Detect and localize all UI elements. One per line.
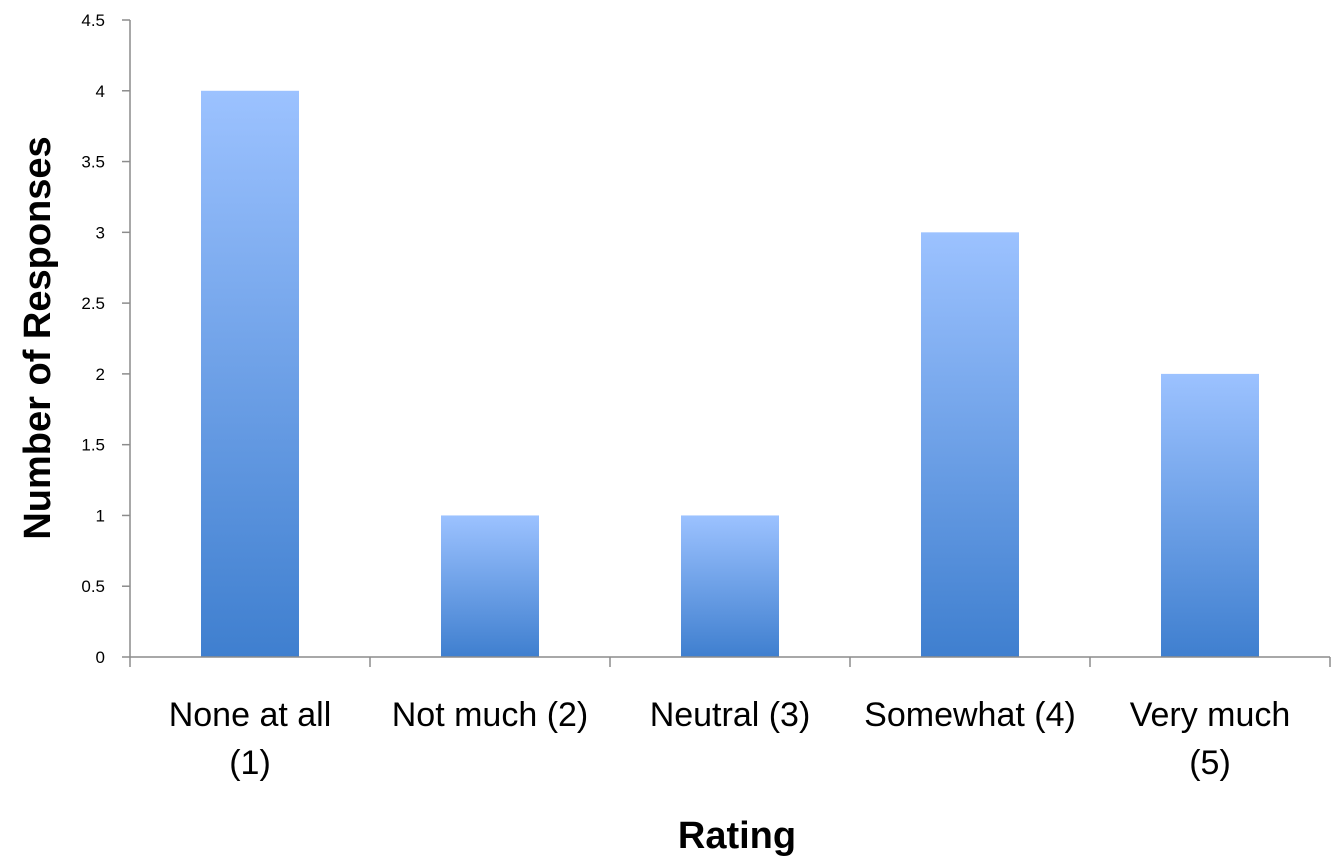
y-tick-label: 4.5 <box>81 11 105 30</box>
bar-1 <box>201 90 299 658</box>
bar-3 <box>681 515 779 657</box>
bar-2 <box>441 515 539 657</box>
bar-4 <box>921 232 1019 658</box>
y-axis: 0 0.5 1 1.5 2 2.5 3 3.5 4 4.5 <box>81 11 131 667</box>
y-tick-label: 2 <box>96 365 105 384</box>
y-tick-label: 3.5 <box>81 153 105 172</box>
x-tick-label: Somewhat (4) <box>864 696 1076 734</box>
y-tick-label: 1.5 <box>81 436 105 455</box>
y-tick-label: 1 <box>96 506 105 525</box>
x-tick-label: None at all (1) <box>169 696 332 782</box>
bars-group <box>201 90 1259 658</box>
x-axis-title: Rating <box>678 815 796 856</box>
y-tick-label: 3 <box>96 223 105 242</box>
x-tick-label: Neutral (3) <box>650 696 811 734</box>
y-tick-label: 2.5 <box>81 294 105 313</box>
x-tick-label: Very much (5) <box>1130 696 1291 782</box>
bar-5 <box>1161 373 1259 657</box>
y-tick-label: 0 <box>96 648 105 667</box>
y-tick-label: 4 <box>96 82 105 101</box>
x-tick-label: Not much (2) <box>392 696 589 734</box>
x-axis: None at all (1) Not much (2) Neutral (3) Som… <box>129 656 1331 782</box>
y-axis-title: Number of Responses <box>17 136 59 539</box>
y-tick-label: 0.5 <box>81 577 105 596</box>
